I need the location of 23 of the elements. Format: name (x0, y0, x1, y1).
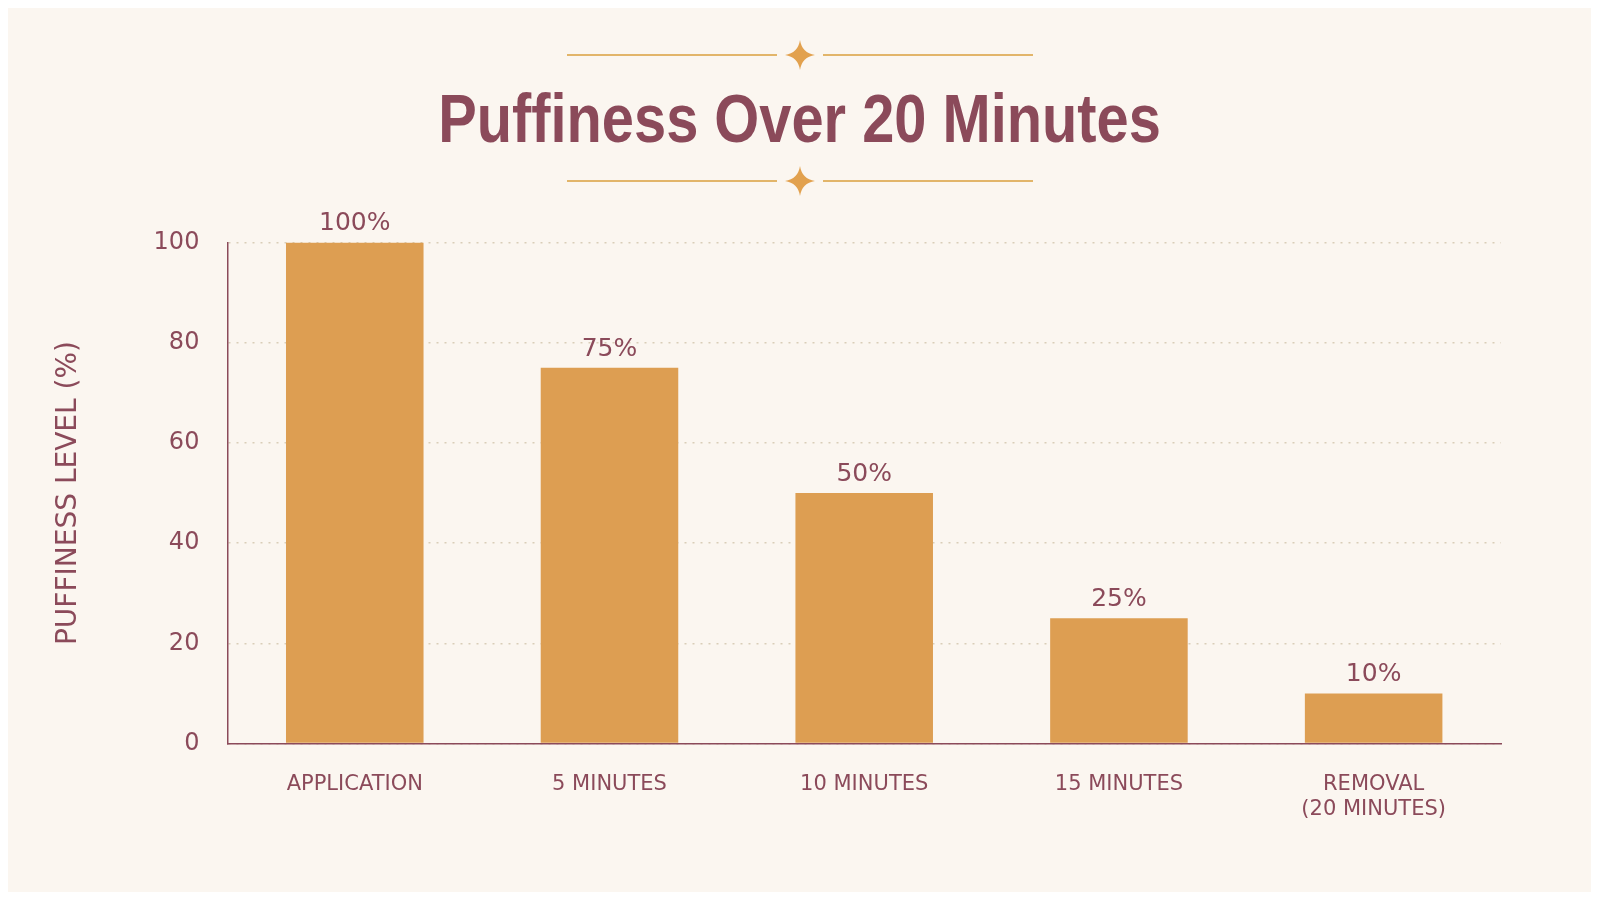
data-label: 100% (319, 207, 391, 237)
chart-title: Puffiness Over 20 Minutes (437, 79, 1162, 158)
x-tick-label: 5 MINUTES (552, 770, 667, 795)
x-tick-label: 15 MINUTES (1054, 770, 1184, 795)
x-tick-label: REMOVAL (20 MINUTES) (1301, 770, 1446, 820)
bar (795, 493, 933, 743)
bar (1050, 618, 1188, 743)
y-tick-label: 80 (168, 326, 200, 355)
data-label: 50% (836, 458, 892, 487)
data-label: 75% (581, 332, 638, 362)
data-label: 25% (1091, 583, 1147, 613)
y-tick-label: 20 (168, 627, 200, 656)
y-axis-title: PUFFINESS LEVEL (%) (50, 340, 84, 646)
bar (540, 367, 679, 743)
bar (285, 242, 424, 743)
bar (1304, 693, 1443, 743)
y-tick-label: 60 (168, 427, 200, 456)
y-tick-label: 100 (153, 226, 200, 255)
x-tick-label: 10 MINUTES (800, 770, 929, 795)
y-tick-label: 40 (168, 527, 200, 556)
x-tick-label: APPLICATION (286, 770, 423, 795)
y-tick-label: 0 (184, 727, 200, 756)
data-label: 10% (1345, 658, 1402, 688)
